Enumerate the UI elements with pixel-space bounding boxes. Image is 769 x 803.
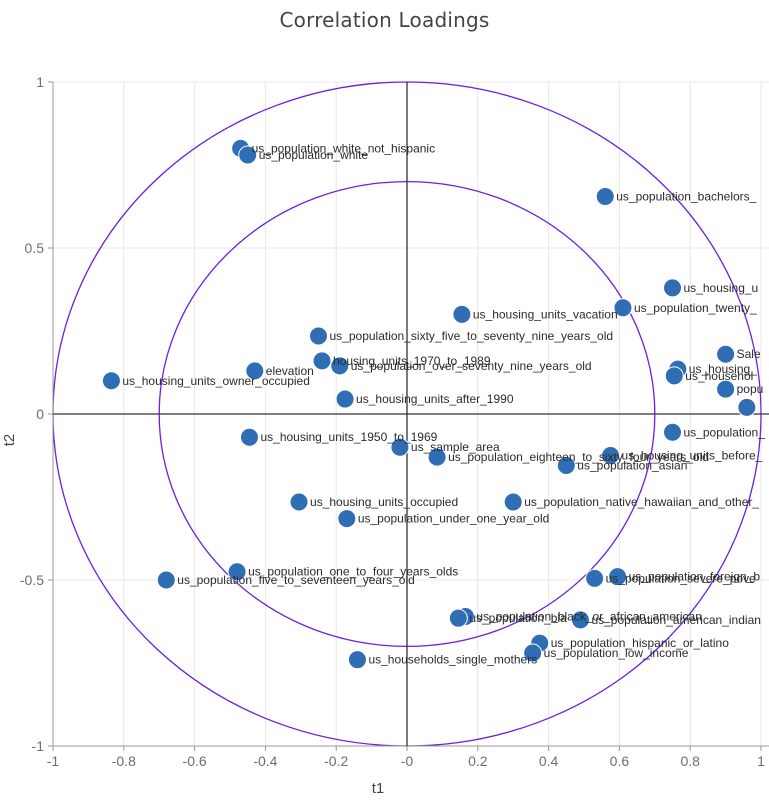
data-point bbox=[227, 562, 247, 582]
point-label: us_housing_units_after_1990 bbox=[356, 392, 514, 406]
data-points bbox=[101, 138, 757, 670]
point-label: us_population_ bbox=[684, 425, 766, 439]
point-label: us_population_severe_pove bbox=[606, 571, 756, 585]
point-label: us_households_single_mothers bbox=[368, 653, 537, 667]
y-axis-label: t2 bbox=[1, 434, 18, 447]
point-label: us_population_white bbox=[259, 148, 369, 162]
data-point bbox=[663, 422, 682, 442]
y-tick-label: 0 bbox=[36, 406, 44, 422]
point-label: us_housing_units_vacation bbox=[473, 307, 618, 321]
x-tick-label: 0.8 bbox=[680, 753, 700, 769]
chart-title: Correlation Loadings bbox=[279, 8, 490, 32]
point-label: us_population_over_seventy_nine_years_ol… bbox=[351, 359, 592, 373]
data-point bbox=[390, 437, 410, 457]
data-point bbox=[663, 278, 682, 298]
x-tick-label: 0.6 bbox=[610, 753, 630, 769]
point-label: Sale bbox=[737, 347, 761, 361]
data-point bbox=[156, 570, 176, 590]
data-point bbox=[737, 397, 757, 417]
data-point bbox=[337, 509, 357, 529]
data-point bbox=[245, 361, 265, 381]
axes bbox=[52, 82, 769, 747]
point-label: us_population_eighteen_to_sixty_four_yea… bbox=[448, 450, 709, 464]
data-point bbox=[239, 427, 259, 447]
point-label: us_population_american_indian bbox=[591, 613, 760, 627]
data-point bbox=[716, 344, 736, 364]
data-point bbox=[716, 379, 736, 399]
point-label: us_population_black_or_african_american bbox=[476, 610, 701, 624]
x-tick-label: -0.6 bbox=[183, 753, 207, 769]
point-label: us_population_native_hawaiian_and_other_ bbox=[524, 495, 759, 509]
tick-labels: -1 -0.8 -0.6 -0.4 -0.2 -0 0.2 0.4 0.6 0.8 1 1 0.5 0 -0… bbox=[20, 74, 765, 769]
data-point bbox=[613, 298, 633, 318]
x-tick-label: -0 bbox=[401, 753, 414, 769]
x-tick-label: -0.8 bbox=[112, 753, 136, 769]
point-label: us_population_hispanic_or_latino bbox=[551, 636, 729, 650]
point-label: us_housing_units_owner_occupied bbox=[122, 374, 309, 388]
point-label: us_househol bbox=[685, 369, 753, 383]
point-label: us_sample_area bbox=[411, 440, 500, 454]
data-point bbox=[312, 351, 332, 371]
x-tick-label: 0.4 bbox=[539, 753, 559, 769]
data-point bbox=[309, 326, 328, 346]
x-tick-label: -0.4 bbox=[253, 753, 277, 769]
data-point bbox=[452, 304, 472, 324]
point-label: us_population_low_income bbox=[544, 646, 689, 660]
point-label: us_housing_units_1950_to_1969 bbox=[260, 430, 437, 444]
data-point bbox=[238, 145, 258, 165]
data-point bbox=[556, 455, 576, 475]
point-label: us_population_bla bbox=[469, 611, 567, 625]
data-point bbox=[503, 492, 523, 512]
data-point bbox=[289, 492, 309, 512]
data-point bbox=[595, 187, 615, 207]
point-label: us_housing_ bbox=[689, 362, 757, 376]
x-tick-label: -1 bbox=[47, 753, 60, 769]
point-label: us_population_bachelors_ bbox=[616, 190, 756, 204]
data-point bbox=[664, 366, 684, 386]
data-point bbox=[335, 389, 355, 409]
data-point bbox=[601, 446, 621, 465]
point-label: us_population_foreign_b bbox=[629, 570, 761, 584]
x-axis-label: t1 bbox=[372, 780, 385, 797]
point-labels: us_population_white_not_hispanicus_popul… bbox=[122, 141, 765, 666]
point-label: popu bbox=[737, 382, 764, 396]
point-label: us_population_sixty_five_to_seventy_nine… bbox=[330, 329, 614, 343]
data-point bbox=[608, 567, 628, 587]
data-point bbox=[347, 650, 367, 670]
point-label: us_housing_u bbox=[684, 281, 759, 295]
point-label: us_population_under_one_year_old bbox=[358, 512, 550, 526]
y-tick-label: 1 bbox=[36, 74, 44, 90]
x-tick-label: -0.2 bbox=[324, 753, 348, 769]
point-label: us_housing_units_before_ bbox=[622, 449, 763, 463]
point-label: us_population_asian bbox=[577, 458, 687, 472]
point-label: us_population_five_to_seventeen_years_ol… bbox=[177, 573, 415, 587]
x-tick-label: 1 bbox=[757, 753, 765, 769]
y-tick-label: -1 bbox=[32, 738, 45, 754]
point-label: us_population_twenty_ bbox=[634, 301, 757, 315]
point-label: housing_units_1970_to_1989 bbox=[333, 354, 491, 368]
data-point bbox=[523, 643, 543, 663]
data-point bbox=[101, 371, 121, 391]
y-tick-label: -0.5 bbox=[20, 572, 44, 588]
point-label: elevation bbox=[266, 364, 314, 378]
point-label: us_housing_units_occupied bbox=[310, 495, 458, 509]
point-label: us_population_one_to_four_years_olds bbox=[248, 565, 458, 579]
data-point bbox=[427, 447, 447, 467]
data-point bbox=[448, 608, 468, 628]
x-tick-label: 0.2 bbox=[468, 753, 488, 769]
data-point bbox=[330, 356, 350, 376]
y-tick-label: 0.5 bbox=[25, 240, 45, 256]
data-point bbox=[585, 568, 605, 588]
point-label: us_population_white_not_hispanic bbox=[252, 141, 435, 155]
data-point bbox=[570, 610, 590, 630]
